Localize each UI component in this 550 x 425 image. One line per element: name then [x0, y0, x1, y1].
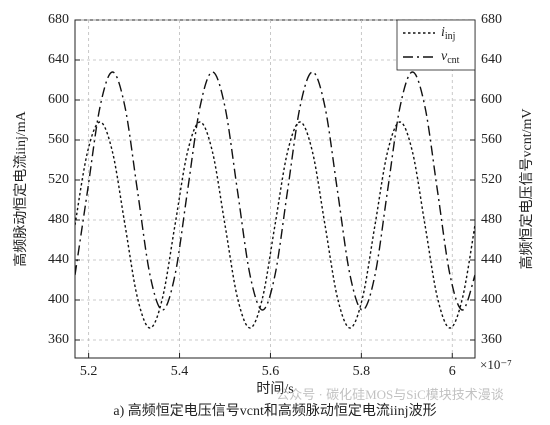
y2-tick-label: 600 [481, 92, 502, 107]
x-axis-label: 时间/s [256, 381, 293, 397]
y2-tick-label: 520 [481, 172, 502, 187]
y-tick-label: 680 [48, 12, 69, 27]
legend-box [396, 19, 476, 71]
x-exponent: ×10⁻⁷ [480, 357, 512, 372]
x-tick-label: 5.6 [262, 364, 280, 379]
y-tick-label: 600 [48, 92, 69, 107]
legend-label: iinj [441, 25, 455, 42]
y2-axis-label: 高频恒定电压信号vcnt/mV [518, 109, 535, 270]
series-line [75, 121, 475, 329]
y2-tick-label: 640 [481, 52, 502, 67]
x-tick-label: 5.4 [171, 364, 189, 379]
x-tick-label: 5.8 [353, 364, 371, 379]
y2-tick-label: 680 [481, 12, 502, 27]
y-tick-label: 400 [48, 292, 69, 307]
y-tick-label: 360 [48, 332, 69, 347]
caption: a) 高频恒定电压信号vcnt和高频脉动恒定电流iinj波形 [113, 402, 436, 419]
y2-tick-label: 560 [481, 132, 502, 147]
plot-frame [74, 19, 476, 359]
x-tick-label: 6 [449, 364, 456, 379]
y2-tick-label: 400 [481, 292, 502, 307]
y-tick-label: 480 [48, 212, 69, 227]
series-line [75, 71, 475, 311]
y2-tick-label: 360 [481, 332, 502, 347]
legend-label: vcnt [441, 49, 460, 66]
y-tick-label: 640 [48, 52, 69, 67]
y2-tick-label: 440 [481, 252, 502, 267]
y-tick-label: 560 [48, 132, 69, 147]
x-tick-label: 5.2 [80, 364, 98, 379]
y2-tick-label: 480 [481, 212, 502, 227]
y-axis-label: 高频脉动恒定电流iinj/mA [12, 110, 29, 266]
y-tick-label: 440 [48, 252, 69, 267]
watermark: 公众号 · 碳化硅MOS与SiC模块技术漫谈 [276, 387, 504, 402]
y-tick-label: 520 [48, 172, 69, 187]
